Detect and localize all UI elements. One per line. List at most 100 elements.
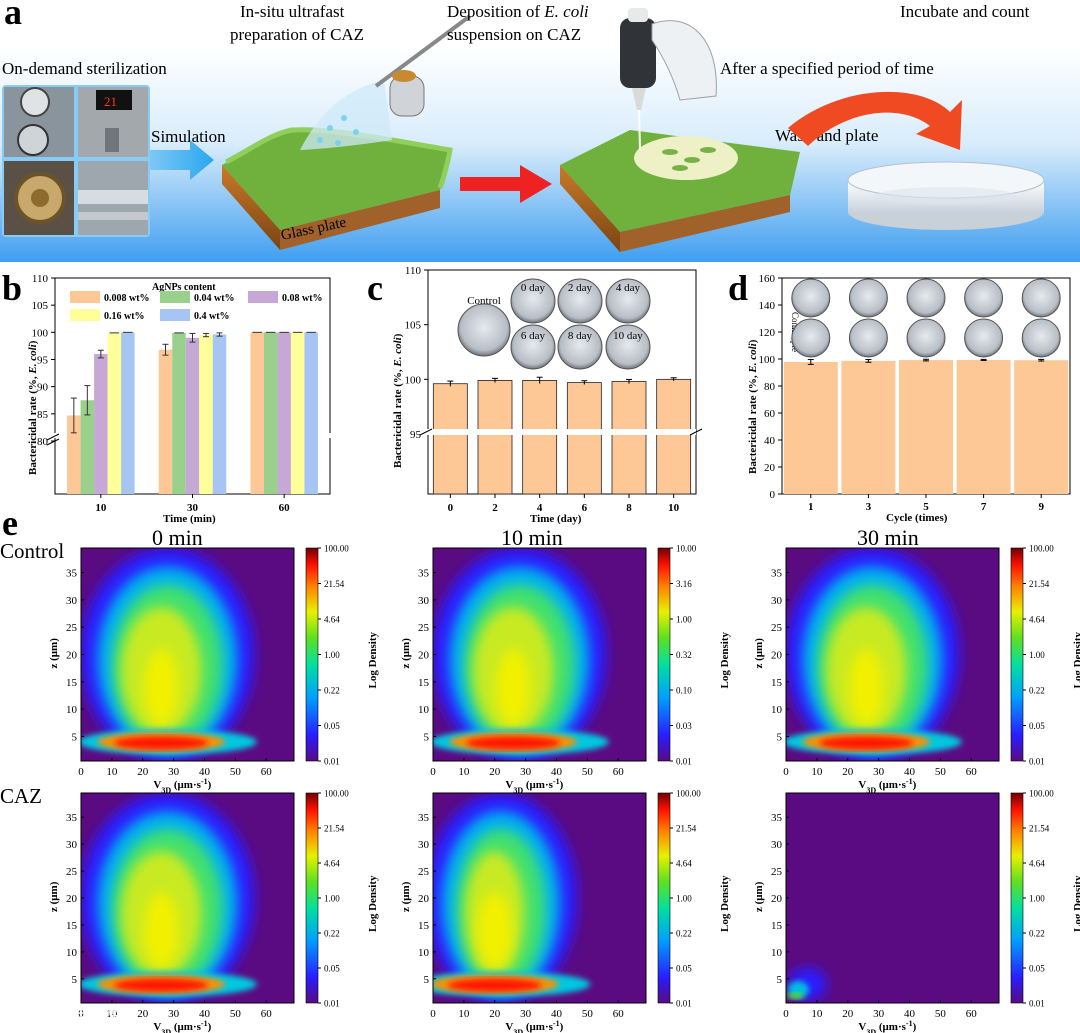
heatmap-ylabel: z (μm) [400, 638, 412, 669]
panel-b-ytick-label: 90 [37, 382, 49, 394]
heatmap-xlabel-part: 3D [513, 786, 523, 795]
colorbar-tick-label: 4.64 [676, 859, 692, 869]
colorbar-tick-label: 4.64 [324, 859, 340, 869]
heatmap-ytick-label: 30 [418, 839, 430, 851]
heatmap-ytick-label: 5 [424, 974, 430, 986]
heatmap-ytick-label: 25 [771, 866, 783, 878]
colorbar-tick-label: 100.00 [324, 789, 349, 799]
panel-b-bar [158, 349, 173, 494]
colorbar-tick-label: 0.05 [676, 964, 692, 974]
glass-plate-1: Glass plate [222, 127, 453, 250]
panel-c: c Bactericidal rate (%, E. coli) Time (d… [367, 265, 703, 525]
heatmap-xtick-label: 30 [520, 1008, 532, 1020]
heatmap-ytick-label: 25 [771, 622, 783, 634]
panel-b-ytick-label: 85 [37, 409, 49, 421]
heatmap-xlabel-part: V [858, 1021, 866, 1033]
heatmap-xlabel-part: V [153, 1021, 161, 1033]
panel-b-bar [212, 334, 227, 494]
panel-c-plate [557, 324, 603, 370]
heatmap-xtick-label: 20 [842, 1008, 854, 1020]
panel-d-ytick-label: 20 [764, 462, 776, 474]
heatmap-xlabel-part: V [153, 779, 161, 791]
colorbar-title: Log Density [367, 875, 379, 932]
heatmap-xlabel-part: -1 [201, 777, 208, 786]
colorbar-tick-label: 1.00 [324, 650, 340, 660]
heatmap-xlabel-part: 3D [866, 786, 876, 795]
panel-d-ytick-label: 140 [759, 300, 776, 312]
label-insitu-line1: In-situ ultrafast [240, 2, 345, 21]
heatmap-xlabel-part: (μm·s [876, 1021, 906, 1033]
colorbar [305, 792, 319, 1004]
heatmap-ytick-label: 25 [66, 622, 78, 634]
heatmap-xtick-label: 10 [811, 766, 823, 778]
panel-d-ytick-label: 120 [759, 327, 776, 339]
panel-c-xtick-label: 2 [492, 502, 498, 514]
colorbar-tick-label: 0.22 [1029, 686, 1045, 696]
heatmap-control-30-min: 5 10 15 20 25 30 35 0 10 20 30 40 50 60 z (μm) V3D (μm·… [753, 544, 1080, 795]
heatmap-xtick-label: 50 [582, 1008, 594, 1020]
colorbar-tick-label: 4.64 [1029, 859, 1045, 869]
panel-d-sample-plate [906, 318, 946, 358]
heatmap-xtick-label: 20 [489, 1008, 501, 1020]
panel-c-xtick-label: 4 [537, 502, 543, 514]
panel-d-sample-plate [964, 318, 1004, 358]
heatmap-ytick-label: 35 [771, 568, 783, 580]
panel-c-plate [557, 278, 603, 324]
density-band [447, 978, 542, 992]
heatmap-ytick-label: 5 [777, 731, 783, 743]
colorbar-tick-label: 100.00 [1029, 789, 1054, 799]
panel-b-legend-swatch [160, 309, 190, 321]
panel-b-legend-swatch [70, 291, 100, 303]
label-after-period: After a specified period of time [720, 59, 934, 78]
heatmap-xlabel-part: ) [913, 779, 917, 791]
heatmap-ytick-label: 35 [66, 812, 78, 824]
panel-b-xlabel: Time (min) [163, 513, 216, 525]
panel-c-plate-label: 6 day [521, 330, 546, 342]
colorbar-tick-label: 0.22 [1029, 929, 1045, 939]
heatmap-xtick-label: 10 [458, 766, 470, 778]
density-band [819, 736, 914, 750]
panel-d-ytick-label: 0 [770, 489, 776, 501]
heatmap-field [81, 793, 294, 1003]
heatmap-xlabel: V3D (μm·s-1) [858, 1019, 916, 1033]
panel-c-ytick-label: 110 [405, 265, 422, 277]
heatmap-xlabel-part: -1 [906, 777, 913, 786]
col-title-30min: 30 min [857, 525, 919, 550]
heatmap-xtick-label: 50 [935, 766, 947, 778]
heatmap-xlabel-part: V [858, 779, 866, 791]
heatmap-ytick-label: 15 [66, 920, 78, 932]
density-layer [849, 648, 884, 726]
panel-letter-c: c [367, 268, 383, 308]
colorbar-tick-label: 100.00 [676, 789, 701, 799]
heatmap-xtick-label: 60 [966, 766, 978, 778]
heatmap-xtick-label: 20 [137, 1008, 149, 1020]
watermark-text: 大数据之窗 [48, 1008, 123, 1026]
heatmap-xtick-label: 60 [261, 766, 273, 778]
col-title-10min: 10 min [501, 525, 563, 550]
colorbar-tick-label: 0.01 [1029, 999, 1045, 1009]
panel-letter-b: b [2, 268, 22, 308]
heatmap-xtick-label: 0 [430, 1008, 436, 1020]
colorbar-tick-label: 0.22 [324, 929, 340, 939]
panel-c-xtick-label: 6 [582, 502, 588, 514]
panel-c-break-mark [689, 428, 703, 436]
panel-c-bar [477, 380, 513, 495]
colorbar-tick-label: 0.05 [1029, 721, 1045, 731]
panel-c-plate [510, 278, 556, 324]
heatmap-xlabel: V3D (μm·s-1) [858, 777, 916, 795]
panel-d-bar [783, 361, 838, 494]
heatmap-xtick-label: 30 [873, 766, 885, 778]
panel-b-bar [199, 335, 213, 494]
process-arrow [460, 165, 552, 203]
panel-b-ytick-label: 95 [37, 355, 49, 367]
panel-c-bar [611, 381, 647, 495]
panel-c-plate-label: 2 day [568, 282, 593, 294]
panel-d-sample-plate [791, 318, 831, 358]
panel-c-plot: 95 100 105 110 0 2 4 6 8 10 [405, 265, 703, 514]
colorbar-tick-label: 21.54 [324, 579, 345, 589]
heatmap-xlabel-part: ) [913, 1021, 917, 1033]
panel-b-legend-swatch [70, 309, 100, 321]
heatmap-ytick-label: 15 [771, 677, 783, 689]
colorbar-tick-label: 0.10 [676, 686, 692, 696]
pipette [620, 8, 717, 151]
